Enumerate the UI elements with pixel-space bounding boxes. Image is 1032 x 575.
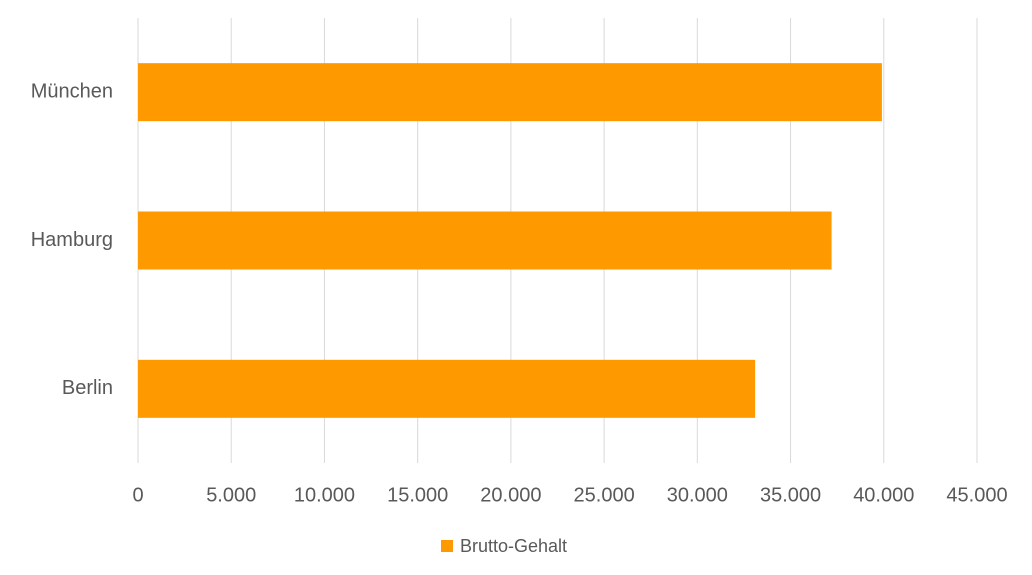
x-tick-label: 35.000	[760, 484, 821, 506]
bar	[138, 211, 832, 270]
y-tick-label: Berlin	[62, 377, 113, 399]
x-tick-label: 0	[132, 484, 143, 506]
x-tick-label: 20.000	[480, 484, 541, 506]
bar	[138, 359, 756, 418]
legend-label: Brutto-Gehalt	[460, 536, 567, 556]
y-tick-label: München	[31, 80, 113, 102]
y-tick-label: Hamburg	[31, 229, 113, 251]
legend-swatch	[441, 540, 453, 552]
x-tick-label: 15.000	[387, 484, 448, 506]
x-tick-label: 40.000	[853, 484, 914, 506]
bar	[138, 63, 882, 122]
x-tick-label: 30.000	[667, 484, 728, 506]
x-tick-label: 5.000	[206, 484, 256, 506]
x-tick-label: 25.000	[574, 484, 635, 506]
x-tick-label: 45.000	[946, 484, 1007, 506]
x-tick-label: 10.000	[294, 484, 355, 506]
